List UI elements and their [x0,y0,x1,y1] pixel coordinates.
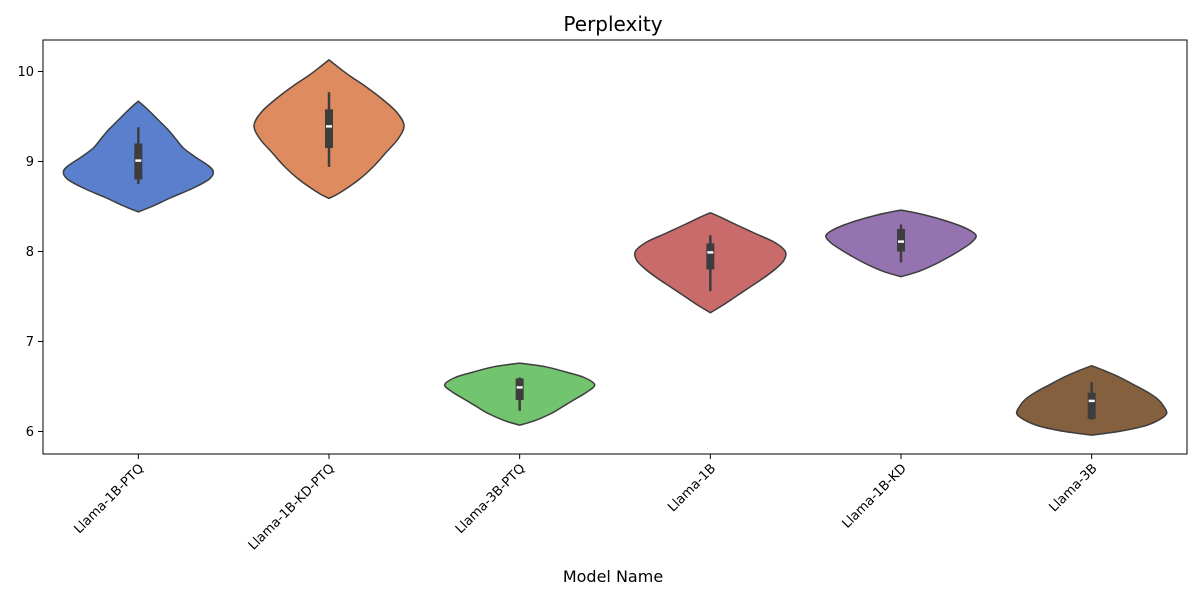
violin-median-marker [516,386,523,389]
axes-frame [42,39,1188,455]
violin-median-marker [1088,399,1095,403]
violin-median-marker [707,251,714,254]
violin-iqr-box [897,229,905,252]
y-tick-label: 9 [26,155,34,170]
y-tick-label: 10 [17,65,34,80]
violin-iqr-box [515,378,524,400]
y-tick-label: 6 [26,425,34,440]
violin-median-marker [326,125,332,128]
violin-iqr-box [1087,392,1096,419]
chart-title: Perplexity [563,12,662,36]
violin-median-marker [135,159,142,162]
violin-median-marker [898,240,904,243]
violin-iqr-box [706,243,715,270]
y-tick-label: 7 [26,335,34,350]
x-axis-label: Model Name [563,567,663,586]
violin-iqr-box [325,109,333,148]
y-tick-label: 8 [26,245,34,260]
